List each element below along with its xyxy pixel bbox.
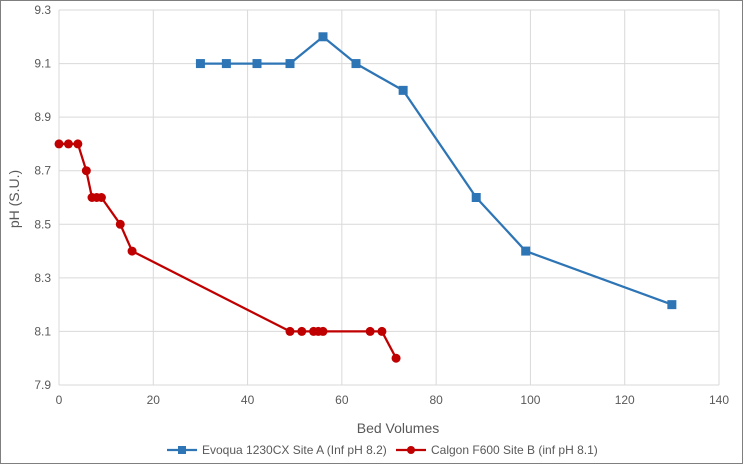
legend: Evoqua 1230CX Site A (Inf pH 8.2) Calgon … xyxy=(167,443,598,457)
x-tick-label: 0 xyxy=(56,393,63,407)
legend-label: Calgon F600 Site B (inf pH 8.1) xyxy=(431,443,598,457)
data-point xyxy=(365,326,375,336)
legend-label: Evoqua 1230CX Site A (Inf pH 8.2) xyxy=(202,443,387,457)
x-tick-label: 120 xyxy=(615,393,635,407)
data-point xyxy=(54,139,64,149)
data-point xyxy=(195,59,205,69)
data-point xyxy=(127,246,137,256)
x-tick-label: 100 xyxy=(520,393,540,407)
data-point xyxy=(391,353,401,363)
data-point xyxy=(63,139,73,149)
data-point xyxy=(377,326,387,336)
y-axis-title: pH (S.U.) xyxy=(6,170,22,228)
y-tick-label: 8.9 xyxy=(34,110,51,124)
data-point xyxy=(221,59,231,69)
data-point xyxy=(398,85,408,95)
data-point xyxy=(318,32,328,42)
x-tick-label: 20 xyxy=(147,393,161,407)
y-tick-label: 8.1 xyxy=(34,324,51,338)
x-tick-label: 60 xyxy=(335,393,349,407)
legend-marker xyxy=(178,446,186,454)
legend-marker xyxy=(407,446,415,454)
data-point xyxy=(297,326,307,336)
y-tick-label: 8.7 xyxy=(34,164,51,178)
y-tick-label: 7.9 xyxy=(34,378,51,392)
series-line-2 xyxy=(59,142,398,359)
y-tick-label: 8.5 xyxy=(34,217,51,231)
x-axis-title: Bed Volumes xyxy=(357,420,440,436)
data-point xyxy=(667,300,677,310)
x-tick-label: 80 xyxy=(429,393,443,407)
x-tick-label: 140 xyxy=(709,393,729,407)
data-point xyxy=(471,193,481,202)
data-point xyxy=(318,326,328,336)
y-tick-label: 9.1 xyxy=(34,57,51,71)
data-point xyxy=(96,193,106,202)
data-point xyxy=(115,219,125,229)
data-point xyxy=(285,326,295,336)
data-point xyxy=(73,139,83,149)
data-point xyxy=(285,59,295,69)
series-line-1 xyxy=(200,35,673,306)
data-point xyxy=(521,246,531,256)
data-point xyxy=(252,59,262,69)
data-point xyxy=(81,166,91,176)
y-tick-label: 9.3 xyxy=(34,3,51,17)
y-tick-label: 8.3 xyxy=(34,271,51,285)
x-tick-label: 40 xyxy=(241,393,255,407)
data-point xyxy=(351,59,361,69)
